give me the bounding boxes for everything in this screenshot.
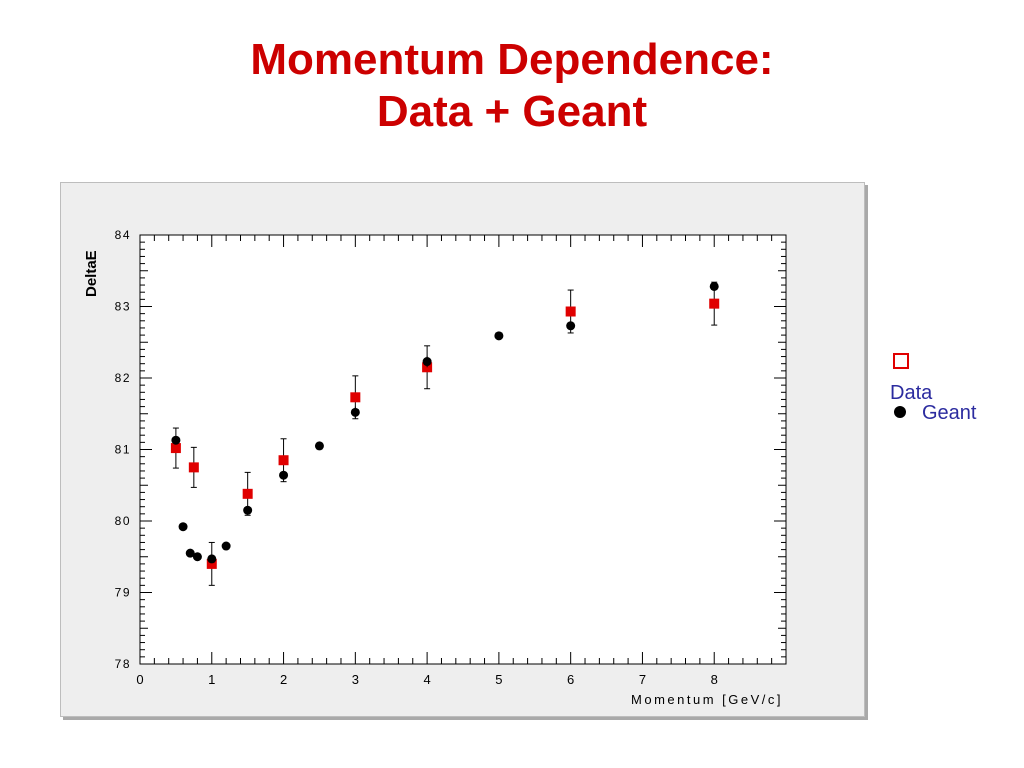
geant-point: [279, 470, 289, 480]
x-tick-label: 3: [352, 672, 359, 687]
data-point: [350, 392, 361, 403]
y-tick-label: 79: [115, 586, 131, 600]
x-axis-label: Momentum [GeV/c]: [631, 692, 783, 707]
geant-point: [350, 407, 360, 417]
geant-point: [221, 541, 231, 551]
legend-geant-marker: [894, 406, 906, 418]
data-point: [565, 306, 576, 317]
geant-point: [185, 548, 195, 558]
geant-point: [709, 281, 719, 291]
data-point: [709, 298, 720, 309]
geant-point: [566, 321, 576, 331]
y-tick-label: 80: [115, 514, 131, 528]
geant-point: [243, 505, 253, 515]
x-tick-label: 8: [711, 672, 718, 687]
x-tick-label: 6: [567, 672, 574, 687]
x-tick-label: 4: [423, 672, 430, 687]
data-points: [170, 281, 720, 586]
x-tick-label: 1: [208, 672, 215, 687]
geant-point: [494, 331, 504, 341]
y-tick-label: 81: [115, 443, 131, 457]
plot-frame: 78 79 80 81 82 83 84 0 1 2 3 4 5 6 7 8 DeltaE Momentum …: [60, 182, 865, 717]
legend: Data Geant: [890, 350, 1020, 430]
y-tick-label: 83: [115, 300, 131, 314]
geant-point: [207, 554, 217, 564]
geant-point: [171, 435, 181, 445]
geant-point: [314, 441, 324, 451]
data-point: [278, 455, 289, 466]
x-tick-label: 0: [136, 672, 143, 687]
legend-data-label: Data: [890, 382, 933, 404]
data-point: [188, 462, 199, 473]
axis-ticks: [139, 234, 787, 665]
legend-geant-label: Geant: [922, 402, 977, 424]
x-tick-label: 7: [639, 672, 646, 687]
x-tick-label: 5: [495, 672, 502, 687]
geant-point: [422, 357, 432, 367]
geant-point: [178, 522, 188, 532]
y-tick-label: 82: [115, 371, 131, 385]
slide-title-line-2: Data + Geant: [376, 87, 648, 136]
y-axis-label: DeltaE: [83, 250, 100, 297]
y-tick-label: 78: [115, 657, 131, 671]
slide-title-line-1: Momentum Dependence:: [250, 35, 774, 84]
legend-data-marker: [893, 353, 909, 369]
y-tick-label: 84: [115, 228, 131, 242]
data-point: [242, 488, 253, 499]
slide-title: Momentum Dependence: Data + Geant: [0, 34, 1024, 138]
data-point: [170, 443, 181, 454]
x-tick-label: 2: [280, 672, 287, 687]
plot-area: [139, 234, 787, 665]
geant-point: [192, 552, 202, 562]
data-point: [206, 558, 217, 569]
